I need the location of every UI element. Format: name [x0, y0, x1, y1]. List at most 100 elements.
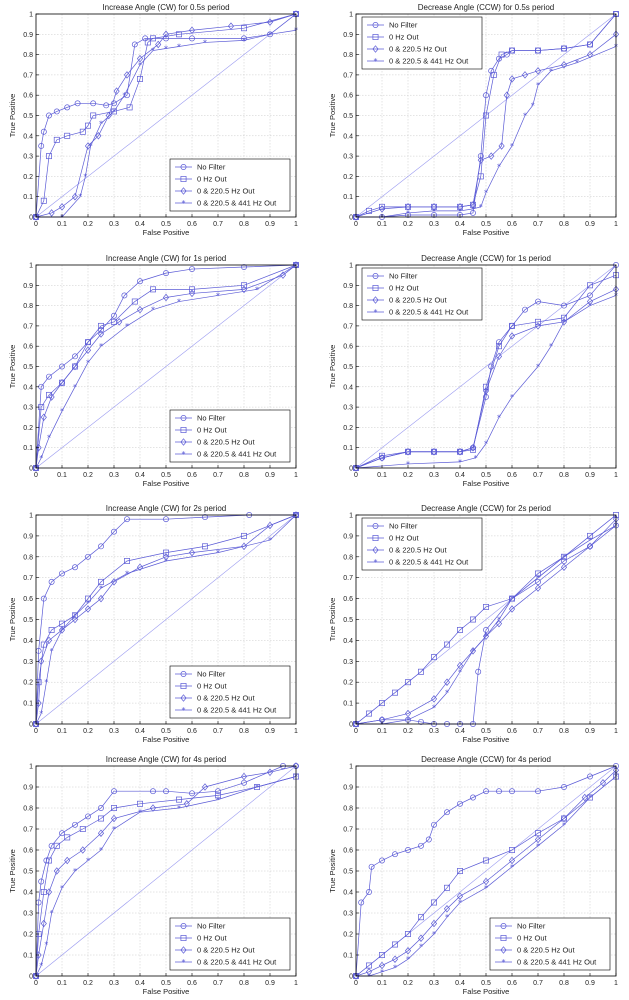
data-point — [240, 772, 248, 781]
legend: No Filter 0 Hz Out 0 & 220.5 Hz Out * 0 & 22… — [361, 517, 483, 571]
x-tick-label: 0.2 — [403, 728, 413, 735]
legend-marker: * — [374, 308, 378, 317]
legend: No Filter 0 Hz Out 0 & 220.5 Hz Out * 0 & 22… — [169, 917, 291, 971]
x-tick-label: 0.1 — [377, 980, 387, 987]
data-point — [352, 213, 360, 221]
legend-marker — [372, 546, 379, 554]
series-line — [35, 765, 296, 977]
data-point — [149, 804, 157, 812]
data-point — [470, 616, 476, 623]
y-tick-label: 0.3 — [343, 659, 353, 666]
y-tick-label: 0.7 — [343, 323, 353, 330]
legend-entry: 0 & 220.5 Hz Out — [389, 296, 447, 305]
data-point: * — [380, 213, 384, 222]
data-point — [137, 800, 143, 807]
data-point: * — [138, 61, 142, 70]
data-point: * — [497, 616, 501, 625]
roc-panel-5: *************0 0.1 0.2 0.3 0.4 0.5 0.6 0.7 0.8 0.… — [8, 504, 300, 744]
data-point: * — [419, 943, 423, 952]
legend-marker — [180, 671, 187, 677]
x-tick-label: 0.1 — [377, 728, 387, 735]
data-point — [150, 286, 156, 293]
x-tick-label: 0.8 — [239, 221, 249, 228]
data-point — [48, 393, 55, 401]
x-tick-label: 0.7 — [533, 728, 543, 735]
data-point — [254, 784, 260, 790]
data-point — [40, 413, 47, 422]
data-point: * — [99, 846, 103, 855]
data-point — [48, 578, 55, 585]
x-tick-label: 0 — [34, 472, 38, 479]
data-point — [444, 809, 450, 816]
legend-marker — [180, 438, 187, 446]
legend-box — [489, 917, 611, 971]
y-tick-label: 0.4 — [343, 638, 353, 645]
data-point — [509, 595, 515, 602]
data-point — [482, 877, 490, 886]
data-point — [358, 899, 365, 906]
data-point — [418, 718, 424, 725]
data-point — [418, 842, 424, 849]
data-point — [379, 857, 385, 864]
roc-panel-7: ********** ****0 0.1 0.2 0.3 0.4 0.5 0.6 0.7 0.8 0… — [8, 755, 300, 996]
data-point: * — [406, 209, 410, 218]
legend-marker — [180, 176, 187, 182]
data-point — [560, 60, 568, 69]
data-point — [35, 951, 42, 959]
data-point — [483, 857, 489, 864]
chance-line — [35, 13, 297, 218]
legend-entry: 0 & 220.5 & 441 Hz Out — [197, 706, 277, 715]
data-point — [561, 553, 567, 560]
x-tick-label: 0.3 — [109, 728, 119, 735]
data-point: * — [458, 458, 462, 467]
data-point — [404, 203, 412, 211]
data-point — [189, 286, 195, 293]
chart-title: Increase Angle (CW) for 4s period — [106, 755, 227, 764]
data-point — [482, 632, 490, 640]
data-point: * — [484, 440, 488, 449]
x-tick-label: 0.8 — [239, 980, 249, 987]
data-point — [495, 619, 503, 628]
data-point — [418, 914, 424, 921]
data-point: * — [536, 842, 540, 851]
x-tick-label: 0.8 — [559, 472, 569, 479]
x-tick-label: 0.1 — [57, 221, 67, 228]
data-point: * — [510, 393, 514, 402]
data-point — [85, 595, 91, 602]
data-point — [522, 306, 528, 313]
y-tick-label: 0.1 — [343, 194, 353, 201]
legend-entry: 0 Hz Out — [197, 426, 228, 435]
legend-entry: 0 & 220.5 & 441 Hz Out — [389, 308, 469, 317]
data-point: * — [78, 193, 82, 202]
data-point — [495, 352, 503, 361]
legend-entry: No Filter — [197, 414, 226, 423]
y-tick-label: 0.5 — [343, 617, 353, 624]
data-point — [561, 45, 567, 52]
y-tick-label: 1 — [349, 513, 353, 520]
x-tick-label: 0.4 — [135, 980, 145, 987]
data-point — [366, 207, 372, 214]
data-point — [48, 209, 55, 217]
data-point — [379, 700, 385, 707]
data-point — [201, 783, 209, 791]
x-axis-label: False Positive — [463, 987, 510, 996]
x-tick-label: 1 — [614, 221, 618, 228]
data-point — [508, 605, 516, 613]
legend: No Filter 0 Hz Out 0 & 220.5 Hz Out * 0 & 22… — [489, 917, 611, 971]
data-point — [352, 972, 360, 980]
legend-marker: * — [182, 706, 186, 715]
y-tick-label: 0.7 — [23, 323, 33, 330]
x-tick-label: 0.1 — [377, 221, 387, 228]
data-point — [32, 213, 40, 221]
y-tick-label: 0 — [349, 215, 353, 222]
data-point — [38, 657, 45, 666]
data-point — [59, 570, 65, 577]
data-point — [365, 968, 373, 976]
data-point — [64, 132, 71, 139]
x-tick-label: 1 — [614, 980, 618, 987]
data-point: * — [125, 570, 129, 579]
y-axis-label: True Positive — [8, 598, 17, 642]
legend-entry: 0 Hz Out — [197, 175, 228, 184]
data-point — [587, 532, 593, 539]
roc-panel-4: * * * *********0 0.1 0.2 0.3 0.4 0.5 0.6 0.7 0.8 0.9… — [328, 254, 620, 488]
